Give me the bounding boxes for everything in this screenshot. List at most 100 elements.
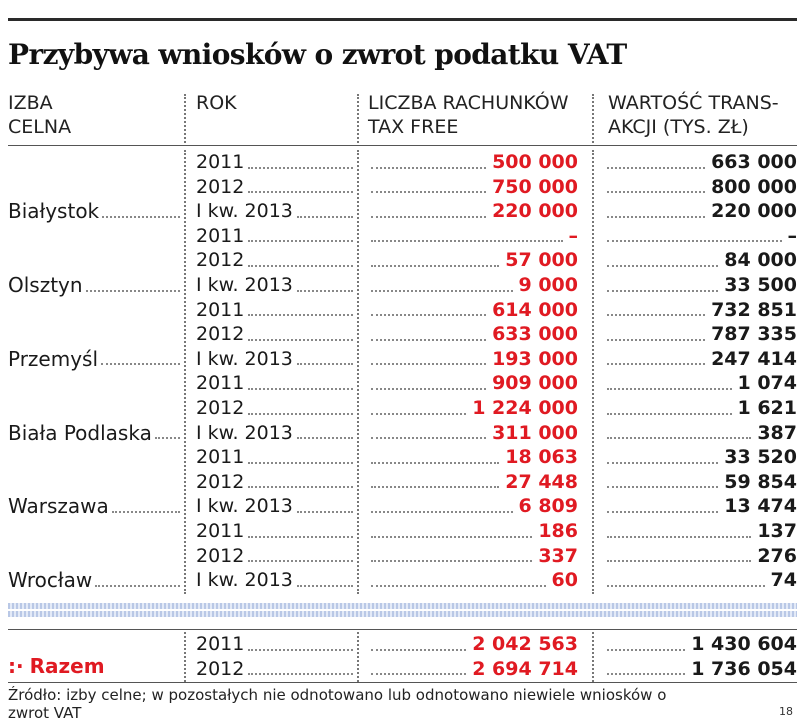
value-cell: 800 000 <box>604 175 797 200</box>
city-name: Białystok <box>8 199 100 224</box>
table-row: 2012 1 224 000 1 621 <box>0 396 805 421</box>
leader-dots <box>371 648 467 651</box>
year-value: 2012 <box>196 544 245 567</box>
table-row: Białystok I kw. 2013 220 000 220 000 <box>0 199 805 224</box>
tax-free-count: 220 000 <box>492 200 578 223</box>
year-cell: 2012 <box>196 322 356 347</box>
header-line: AKCJI (TYS. ZŁ) <box>608 116 749 138</box>
year-value: 2012 <box>196 470 245 493</box>
value-cell: 663 000 <box>604 150 797 175</box>
transaction-value: 1 736 054 <box>691 657 797 680</box>
value-cell: 1 430 604 <box>604 632 797 657</box>
value-cell: 220 000 <box>604 199 797 224</box>
leader-dots <box>248 264 353 267</box>
tax-free-count: 1 224 000 <box>472 397 578 419</box>
leader-dots <box>296 215 353 218</box>
transaction-value: 787 335 <box>711 323 797 346</box>
leader-dots <box>371 486 500 489</box>
transaction-value: 1 074 <box>737 372 798 395</box>
source-note: Źródło: izby celne; w pozostałych nie od… <box>8 686 667 722</box>
totals-marker: :· <box>8 654 24 678</box>
table-row: Przemyśl I kw. 2013 193 000 247 414 <box>0 347 805 372</box>
column-separator <box>592 150 594 594</box>
top-rule <box>8 18 797 21</box>
count-cell: 2 694 714 <box>368 657 578 682</box>
year-cell: 2011 <box>196 371 356 396</box>
tax-free-count: 750 000 <box>492 175 578 198</box>
year-cell: 2011 <box>196 150 356 175</box>
leader-dots <box>607 535 752 538</box>
year-value: 2011 <box>196 633 245 655</box>
count-cell: 60 <box>368 568 578 593</box>
year-value: 2011 <box>196 298 245 321</box>
year-cell: 2012 <box>196 544 356 569</box>
leader-dots <box>248 648 353 651</box>
header-line: WARTOŚĆ TRANS- <box>608 92 779 114</box>
count-cell: 9 000 <box>368 273 578 298</box>
table-row: 2011 18 063 33 520 <box>0 445 805 470</box>
header-liczba-rachunkow: LICZBA RACHUNKÓW TAX FREE <box>368 91 588 139</box>
city-cell: Przemyśl <box>8 347 186 372</box>
leader-dots <box>607 584 765 587</box>
footer-rule <box>8 682 797 683</box>
leader-dots <box>371 240 563 243</box>
leader-dots <box>607 314 706 317</box>
count-cell: 614 000 <box>368 298 578 323</box>
tax-free-count: 311 000 <box>492 421 578 444</box>
value-cell: 74 <box>604 568 797 593</box>
transaction-value: 33 520 <box>724 446 797 469</box>
header-rule <box>8 145 797 146</box>
year-cell: 2012 <box>196 470 356 495</box>
transaction-value: 74 <box>770 569 797 592</box>
leader-dots <box>248 535 353 538</box>
year-value: I kw. 2013 <box>196 200 293 223</box>
column-separator <box>184 94 186 143</box>
table-row: 2012 57 000 84 000 <box>0 248 805 273</box>
year-value: I kw. 2013 <box>196 495 293 518</box>
tax-free-count: 57 000 <box>505 249 578 272</box>
leader-dots <box>371 387 487 390</box>
count-cell: 2 042 563 <box>368 632 578 657</box>
leader-dots <box>607 166 706 169</box>
leader-dots <box>371 264 500 267</box>
year-cell: I kw. 2013 <box>196 421 356 446</box>
page-number: 18 <box>779 705 793 718</box>
year-value: 2011 <box>196 446 245 469</box>
tax-free-count: 2 042 563 <box>472 633 578 655</box>
tax-free-count: 500 000 <box>492 151 578 173</box>
year-value: 2012 <box>196 249 245 272</box>
leader-dots <box>248 338 353 341</box>
leader-dots <box>248 412 353 415</box>
transaction-value: 220 000 <box>711 200 797 223</box>
leader-dots <box>607 560 752 563</box>
leader-dots <box>248 486 353 489</box>
header-line: IZBA <box>8 92 53 114</box>
city-name: Przemyśl <box>8 346 99 371</box>
transaction-value: 137 <box>757 520 797 542</box>
transaction-value: 663 000 <box>711 151 797 173</box>
leader-dots <box>607 215 706 218</box>
city-cell: Olsztyn <box>8 273 186 298</box>
year-cell: 2011 <box>196 445 356 470</box>
leader-dots <box>371 363 487 366</box>
leader-dots <box>111 510 180 513</box>
count-cell: 186 <box>368 519 578 544</box>
leader-dots <box>371 437 487 440</box>
totals-label: :· Razem <box>8 654 105 678</box>
tax-free-count: 60 <box>551 569 578 592</box>
year-cell: 2011 <box>196 632 356 657</box>
transaction-value: 276 <box>757 544 797 567</box>
header-line: CELNA <box>8 116 72 138</box>
year-cell: 2012 <box>196 396 356 421</box>
year-value: I kw. 2013 <box>196 274 293 296</box>
year-cell: I kw. 2013 <box>196 568 356 593</box>
year-cell: 2012 <box>196 175 356 200</box>
count-cell: 6 809 <box>368 494 578 519</box>
value-cell: 1 074 <box>604 371 797 396</box>
tax-free-count: 337 <box>538 544 578 567</box>
city-cell: Warszawa <box>8 494 186 519</box>
year-value: 2011 <box>196 372 245 395</box>
totals-rule <box>8 629 797 630</box>
header-line: TAX FREE <box>368 116 459 138</box>
count-cell: 750 000 <box>368 175 578 200</box>
